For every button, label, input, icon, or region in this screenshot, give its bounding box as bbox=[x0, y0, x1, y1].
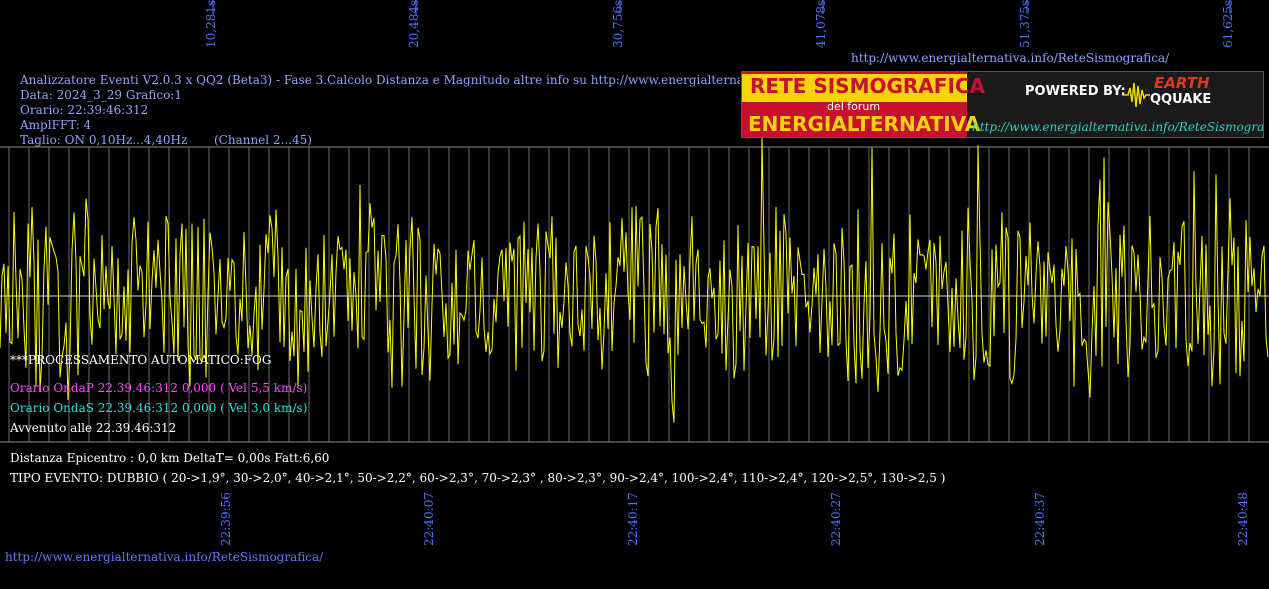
top-tick-label: 61,625s bbox=[1221, 0, 1235, 48]
top-tick-label: 51,375s bbox=[1018, 0, 1032, 48]
top-tick-label: 41,078s bbox=[814, 0, 828, 48]
header-date: Data: 2024_3_29 Grafico:1 bbox=[20, 88, 182, 102]
bottom-tick-label: 22:40:48 bbox=[1236, 492, 1250, 546]
logo-url[interactable]: http://www.energialternativa.info/ReteSi… bbox=[972, 120, 1264, 134]
top-url-link[interactable]: http://www.energialternativa.info/ReteSi… bbox=[851, 51, 1170, 65]
logo-powered-by: POWERED BY: bbox=[1025, 84, 1126, 99]
processing-label: ***PROCESSAMENTO AUTOMATICO:FOG bbox=[10, 353, 272, 367]
header-amplfft: AmplFFT: 4 bbox=[20, 118, 92, 132]
logo-earth-text: EARTH bbox=[1154, 74, 1210, 92]
wave-p-time: Orario OndaP 22.39.46:312 0,000 ( Vel 5,… bbox=[10, 381, 308, 395]
top-tick-marks bbox=[212, 0, 1231, 14]
bottom-tick-label: 22:40:17 bbox=[626, 492, 640, 546]
rete-sismografica-logo: RETE SISMOGRAFICA del forum ENERGIALTERN… bbox=[741, 71, 1264, 138]
top-tick-label: 30,756s bbox=[611, 0, 625, 48]
top-tick-label: 10,281s bbox=[204, 0, 218, 48]
bottom-tick-label: 22:40:27 bbox=[829, 492, 843, 546]
bottom-tick-label: 22:39:56 bbox=[219, 492, 233, 546]
logo-yellow-band bbox=[742, 74, 967, 102]
vertical-gridlines bbox=[8, 147, 1250, 442]
epicenter-distance: Distanza Epicentro : 0,0 km DeltaT= 0,00… bbox=[10, 451, 330, 465]
footer-url-link[interactable]: http://www.energialternativa.info/ReteSi… bbox=[5, 550, 324, 564]
waveform-line bbox=[0, 137, 1269, 423]
bottom-tick-label: 22:40:37 bbox=[1033, 492, 1047, 546]
wave-s-time: Orario OndaS 22.39.46:312 0,000 ( Vel 3,… bbox=[10, 401, 308, 415]
header-title: Analizzatore Eventi V2.0.3 x QQ2 (Beta3)… bbox=[20, 73, 740, 87]
event-type: TIPO EVENTO: DUBBIO ( 20->1,9°, 30->2,0°… bbox=[10, 471, 946, 485]
logo-subtitle: del forum bbox=[827, 100, 881, 113]
header-filter: Taglio: ON 0,10Hz...4,40Hz (Channel 2...… bbox=[20, 133, 312, 147]
top-tick-label: 20,484s bbox=[407, 0, 421, 48]
header-time: Orario: 22:39:46:312 bbox=[20, 103, 149, 117]
logo-brand: ENERGIALTERNATIVA bbox=[748, 112, 981, 136]
seismic-wave-icon bbox=[1122, 82, 1156, 108]
logo-qquake-text: QQUAKE bbox=[1150, 92, 1212, 107]
occurred-time: Avvenuto alle 22.39.46:312 bbox=[10, 421, 177, 435]
bottom-tick-label: 22:40:07 bbox=[422, 492, 436, 546]
logo-title: RETE SISMOGRAFICA bbox=[750, 74, 986, 98]
